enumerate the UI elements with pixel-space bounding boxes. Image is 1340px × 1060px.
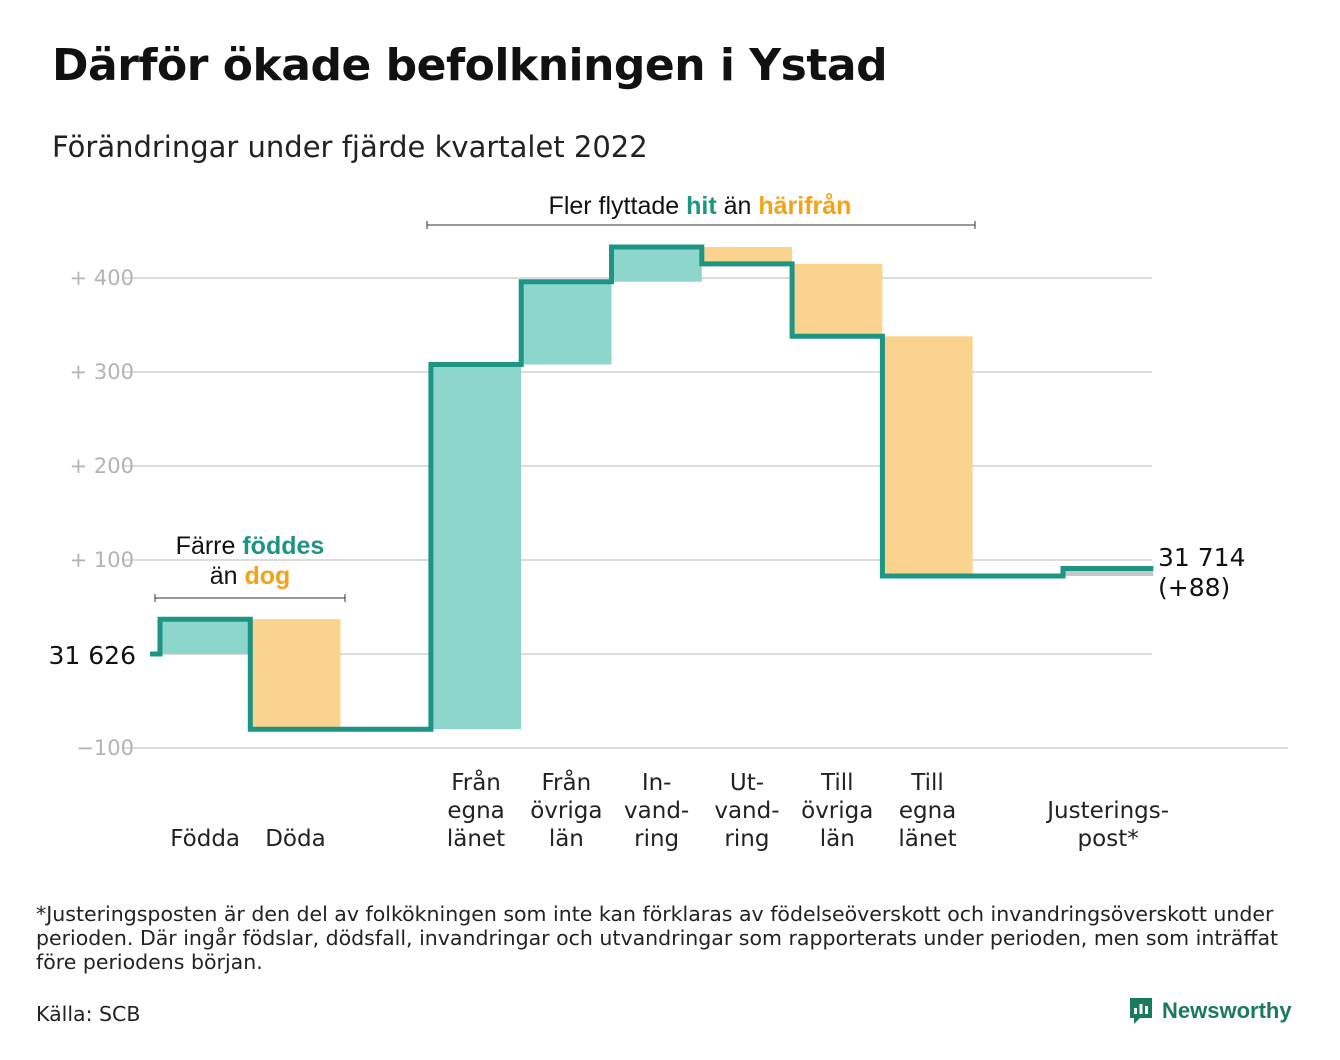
waterfall-bar [160,619,251,654]
category-label: egna [447,798,504,824]
births-annotation-line2: än dog [210,562,291,590]
waterfall-bar [611,246,702,282]
category-label: Födda [170,826,240,852]
y-tick-label: + 200 [70,454,134,478]
migration-annotation: Fler flyttade hit än härifrån [426,192,976,229]
y-tick-label: + 100 [70,548,134,572]
waterfall-bar [792,263,883,337]
waterfall-bar [430,364,522,730]
category-label: Justerings- [1045,798,1169,824]
waterfall-bar [882,336,973,576]
category-label: län [549,826,584,852]
newsworthy-logo-icon [1130,998,1152,1024]
category-label: län [820,826,855,852]
brand[interactable]: Newsworthy [1128,996,1292,1026]
category-label: vand- [714,798,779,824]
births-annotation-line1: Färre föddes [176,532,325,560]
cumulative-step-line [150,244,1154,732]
category-label: Ut- [730,770,764,796]
category-label: post* [1078,826,1139,852]
category-label: ring [724,826,769,852]
migration-annotation-text: Fler flyttade hit än härifrån [549,192,852,220]
category-label: länet [898,826,956,852]
births-annotation: Färre föddes än dog [154,532,346,602]
waterfall-bar [701,246,793,264]
category-label: egna [899,798,956,824]
bar-layer [160,246,1154,730]
category-label: Döda [265,826,325,852]
category-label: ring [634,826,679,852]
chart-subtitle: Förändringar under fjärde kvartalet 2022 [52,130,648,164]
waterfall-chart: + 400+ 300+ 200+ 100−100 Födda DödaFråneg… [49,192,1288,852]
end-change-label: (+88) [1158,573,1230,602]
source-label: Källa: SCB [36,1002,141,1026]
y-tick-label: + 400 [70,266,134,290]
category-label: Till [910,770,944,796]
category-label: länet [447,826,505,852]
waterfall-bar [1063,568,1154,576]
category-label: Från [451,768,501,796]
category-label: övriga [530,798,602,824]
y-tick-label: −100 [76,736,134,760]
category-label: Från [542,768,592,796]
category-label: In- [642,770,672,796]
waterfall-bar [521,281,612,365]
step-line-layer [150,244,1154,732]
chart-title: Därför ökade befolkningen i Ystad [52,40,888,91]
category-label: Till [820,770,854,796]
y-tick-layer: + 400 + 300 + 200 + 100 −100 [70,266,134,760]
waterfall-bar [250,619,341,730]
category-label: vand- [624,798,689,824]
category-label: övriga [801,798,873,824]
footnote: *Justeringsposten är den del av folkökni… [36,902,1279,974]
category-label-layer: Födda DödaFrånegnalänetFrånövrigalänIn-va… [170,768,1169,852]
end-value-label: 31 714 [1158,543,1245,572]
y-tick-label: + 300 [70,360,134,384]
brand-name: Newsworthy [1162,998,1292,1023]
start-value-label: 31 626 [49,641,136,670]
